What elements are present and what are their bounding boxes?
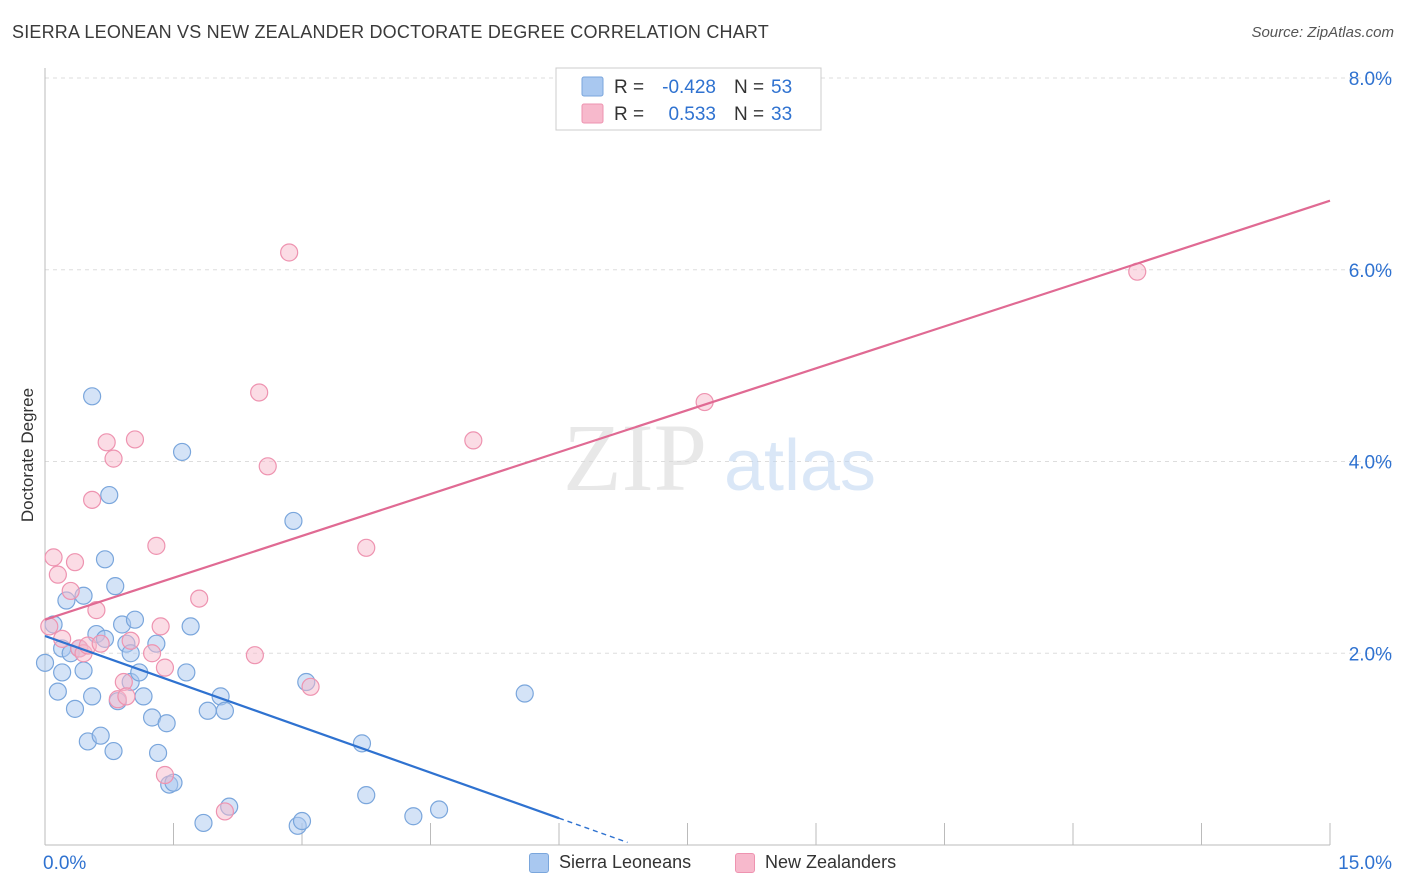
- correlation-legend: R = -0.428 N = 53 R = 0.533 N = 33: [555, 67, 822, 131]
- y-tick-label-0: 2.0%: [1349, 644, 1392, 665]
- legend-r-value-1: 0.533: [668, 104, 716, 125]
- point-blue-13: [83, 687, 102, 706]
- point-blue-10: [74, 661, 93, 680]
- point-pink-24: [190, 589, 209, 608]
- point-blue-41: [215, 701, 234, 720]
- legend-r-label-0: R =: [614, 77, 644, 98]
- watermark: ZIP atlas: [563, 404, 876, 511]
- point-blue-2: [48, 682, 67, 701]
- point-pink-0: [40, 617, 59, 636]
- point-pink-16: [117, 687, 136, 706]
- point-blue-7: [65, 699, 85, 718]
- legend-swatch-new-zealanders: [581, 103, 604, 124]
- point-blue-51: [515, 684, 534, 703]
- point-pink-26: [245, 646, 264, 665]
- y-tick-label-2: 6.0%: [1349, 261, 1392, 282]
- point-pink-4: [61, 581, 80, 601]
- point-pink-9: [83, 490, 102, 509]
- point-pink-28: [258, 457, 277, 476]
- legend-r-label-1: R =: [614, 104, 644, 125]
- tick-labels: 2.0% 4.0% 6.0% 8.0% 0.0% 15.0%: [43, 69, 1392, 874]
- point-blue-12: [83, 387, 102, 406]
- point-pink-19: [142, 644, 162, 663]
- point-blue-39: [198, 701, 217, 720]
- point-pink-13: [104, 449, 123, 468]
- point-pink-1: [44, 548, 63, 567]
- point-blue-45: [292, 811, 312, 831]
- chart-title: SIERRA LEONEAN VS NEW ZEALANDER DOCTORAT…: [12, 22, 770, 42]
- trend-lines: [44, 199, 1331, 844]
- point-blue-17: [95, 550, 115, 569]
- trend-extension-blue: [558, 817, 628, 844]
- point-pink-29: [280, 243, 299, 262]
- point-blue-35: [172, 442, 192, 462]
- axes: [44, 68, 1331, 846]
- legend-swatch-blue: [529, 852, 549, 873]
- point-pink-2: [48, 565, 67, 584]
- point-blue-28: [134, 687, 153, 706]
- legend-label-new-zealanders: New Zealanders: [765, 852, 897, 872]
- point-blue-15: [91, 726, 110, 745]
- point-blue-36: [177, 663, 196, 682]
- point-pink-25: [215, 802, 234, 821]
- trend-line-blue: [44, 634, 560, 820]
- point-blue-31: [148, 743, 168, 763]
- point-blue-20: [106, 577, 125, 596]
- point-pink-31: [357, 538, 376, 557]
- series-legend: Sierra Leoneans New Zealanders: [0, 852, 1406, 878]
- legend-label-sierra-leoneans: Sierra Leoneans: [559, 852, 692, 872]
- point-blue-19: [104, 741, 123, 761]
- point-pink-21: [151, 617, 170, 636]
- point-blue-0: [35, 653, 55, 672]
- y-tick-label-1: 4.0%: [1349, 453, 1392, 474]
- point-pink-11: [91, 634, 110, 653]
- x-tick-label-1: 15.0%: [1338, 853, 1392, 874]
- point-blue-37: [181, 617, 200, 636]
- legend-r-value-0: -0.428: [662, 77, 716, 98]
- legend-item-new-zealanders: New Zealanders: [735, 852, 896, 873]
- point-pink-5: [65, 553, 85, 572]
- legend-item-sierra-leoneans: Sierra Leoneans: [529, 852, 691, 873]
- point-pink-18: [125, 430, 145, 449]
- legend-swatch-sierra-leoneans: [581, 76, 604, 97]
- x-tick-label-0: 0.0%: [43, 853, 86, 874]
- point-pink-20: [147, 536, 166, 555]
- point-blue-18: [100, 485, 119, 505]
- data-points: [35, 243, 1147, 835]
- point-blue-26: [125, 610, 145, 629]
- trend-line-pink: [44, 199, 1331, 621]
- legend-n-label-0: N =: [734, 77, 764, 98]
- point-pink-22: [155, 658, 175, 677]
- point-blue-49: [404, 807, 423, 826]
- legend-n-label-1: N =: [734, 104, 764, 125]
- point-blue-32: [157, 714, 176, 733]
- point-pink-30: [301, 677, 320, 696]
- point-blue-50: [429, 800, 449, 819]
- point-pink-10: [87, 601, 106, 620]
- legend-n-value-1: 33: [771, 104, 792, 125]
- point-pink-23: [155, 765, 175, 785]
- point-pink-32: [464, 431, 483, 450]
- point-blue-4: [53, 663, 72, 682]
- point-pink-27: [250, 383, 269, 402]
- grid-lines: [45, 77, 1392, 654]
- watermark-zip: ZIP: [563, 404, 707, 511]
- point-blue-48: [357, 786, 376, 805]
- point-blue-43: [284, 511, 303, 531]
- y-tick-label-3: 8.0%: [1349, 69, 1392, 90]
- watermark-atlas: atlas: [724, 426, 876, 506]
- point-pink-17: [121, 631, 140, 650]
- point-pink-12: [97, 433, 116, 452]
- source-attribution: Source: ZipAtlas.com: [1251, 24, 1394, 41]
- legend-n-value-0: 53: [771, 77, 792, 98]
- point-blue-38: [194, 813, 213, 833]
- legend-swatch-pink: [735, 852, 755, 873]
